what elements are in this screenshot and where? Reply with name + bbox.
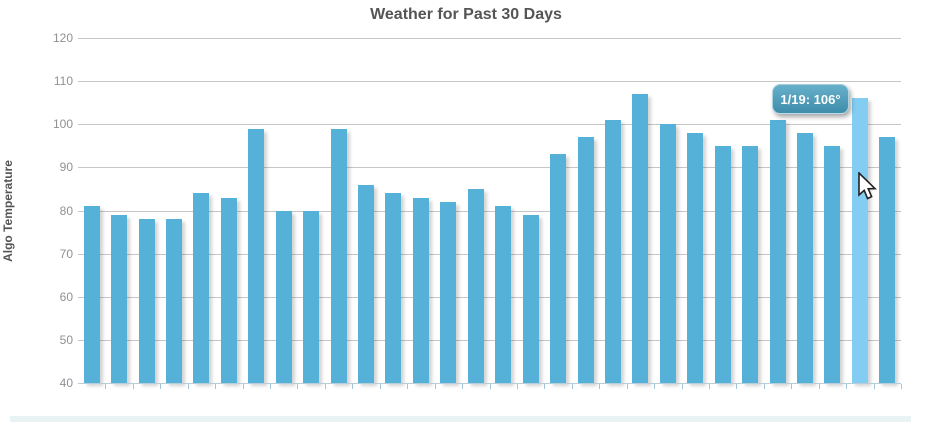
x-axis-tick — [791, 384, 793, 389]
x-axis-tick — [105, 384, 107, 389]
bar[interactable] — [385, 193, 402, 383]
bar[interactable] — [358, 184, 375, 383]
bar[interactable] — [714, 145, 731, 383]
bar[interactable] — [83, 206, 100, 383]
y-tick-label-80: 80 — [59, 203, 73, 218]
bar[interactable] — [796, 132, 813, 383]
gridline-70 — [78, 253, 901, 255]
bar[interactable] — [742, 145, 759, 383]
tooltip: 1/19: 106° — [772, 84, 849, 114]
x-axis-tick — [599, 384, 601, 389]
x-axis-line — [78, 383, 901, 384]
gridline-50 — [78, 339, 901, 341]
x-axis-tick — [407, 384, 409, 389]
bar[interactable] — [659, 124, 676, 383]
bar[interactable] — [577, 137, 594, 383]
bar[interactable] — [303, 210, 320, 383]
gridline-100 — [78, 124, 901, 126]
y-tick-label-100: 100 — [52, 117, 73, 132]
bottom-strip — [10, 416, 911, 422]
x-axis-tick — [324, 384, 326, 389]
bar[interactable] — [687, 132, 704, 383]
bar[interactable] — [440, 201, 457, 383]
x-axis-tick — [297, 384, 299, 389]
x-axis-tick — [736, 384, 738, 389]
bar[interactable] — [412, 197, 429, 383]
bar[interactable] — [879, 137, 896, 383]
x-axis-tick — [132, 384, 134, 389]
bar[interactable] — [248, 128, 265, 383]
x-axis-tick — [462, 384, 464, 389]
x-axis-tick — [626, 384, 628, 389]
x-axis-tick — [654, 384, 656, 389]
x-axis-tick — [681, 384, 683, 389]
y-tick-label-90: 90 — [59, 160, 73, 175]
bar[interactable] — [138, 219, 155, 383]
gridline-90 — [78, 167, 901, 169]
bar[interactable] — [632, 94, 649, 383]
x-axis-tick — [571, 384, 573, 389]
x-axis-tick — [846, 384, 848, 389]
bar[interactable] — [550, 154, 567, 383]
bar[interactable] — [769, 119, 786, 383]
gridline-120 — [78, 38, 901, 39]
y-tick-label-50: 50 — [59, 332, 73, 347]
bar[interactable] — [604, 119, 621, 383]
bar[interactable] — [220, 197, 237, 383]
bar[interactable] — [275, 210, 292, 383]
bar[interactable] — [193, 193, 210, 383]
x-axis-tick — [379, 384, 381, 389]
gridline-80 — [78, 210, 901, 212]
bar[interactable] — [166, 219, 183, 383]
y-tick-label-40: 40 — [59, 376, 73, 390]
x-axis-tick — [873, 384, 875, 389]
gridline-60 — [78, 296, 901, 298]
bar-highlighted[interactable] — [851, 98, 868, 383]
bar[interactable] — [330, 128, 347, 383]
x-axis-tick — [708, 384, 710, 389]
x-axis-tick — [160, 384, 162, 389]
y-tick-label-120: 120 — [52, 31, 73, 45]
x-axis-tick — [544, 384, 546, 389]
bar[interactable] — [522, 214, 539, 383]
y-axis-title: Algo Temperature — [1, 160, 15, 262]
x-axis-tick — [901, 384, 902, 389]
gridline-110 — [78, 81, 901, 83]
y-tick-label-60: 60 — [59, 289, 73, 304]
x-axis-tick — [818, 384, 820, 389]
x-axis-tick — [215, 384, 217, 389]
bar[interactable] — [495, 206, 512, 383]
y-tick-label-70: 70 — [59, 246, 73, 261]
bar[interactable] — [111, 214, 128, 383]
y-tick-label-110: 110 — [53, 74, 73, 89]
x-axis-tick — [352, 384, 354, 389]
x-axis-tick — [516, 384, 518, 389]
x-axis-tick — [489, 384, 491, 389]
bar[interactable] — [824, 145, 841, 383]
bar[interactable] — [467, 188, 484, 383]
x-axis-tick — [242, 384, 244, 389]
x-axis-tick — [270, 384, 272, 389]
x-axis-tick — [763, 384, 765, 389]
x-axis-tick — [187, 384, 189, 389]
x-axis-tick — [434, 384, 436, 389]
chart-title: Weather for Past 30 Days — [370, 6, 562, 23]
